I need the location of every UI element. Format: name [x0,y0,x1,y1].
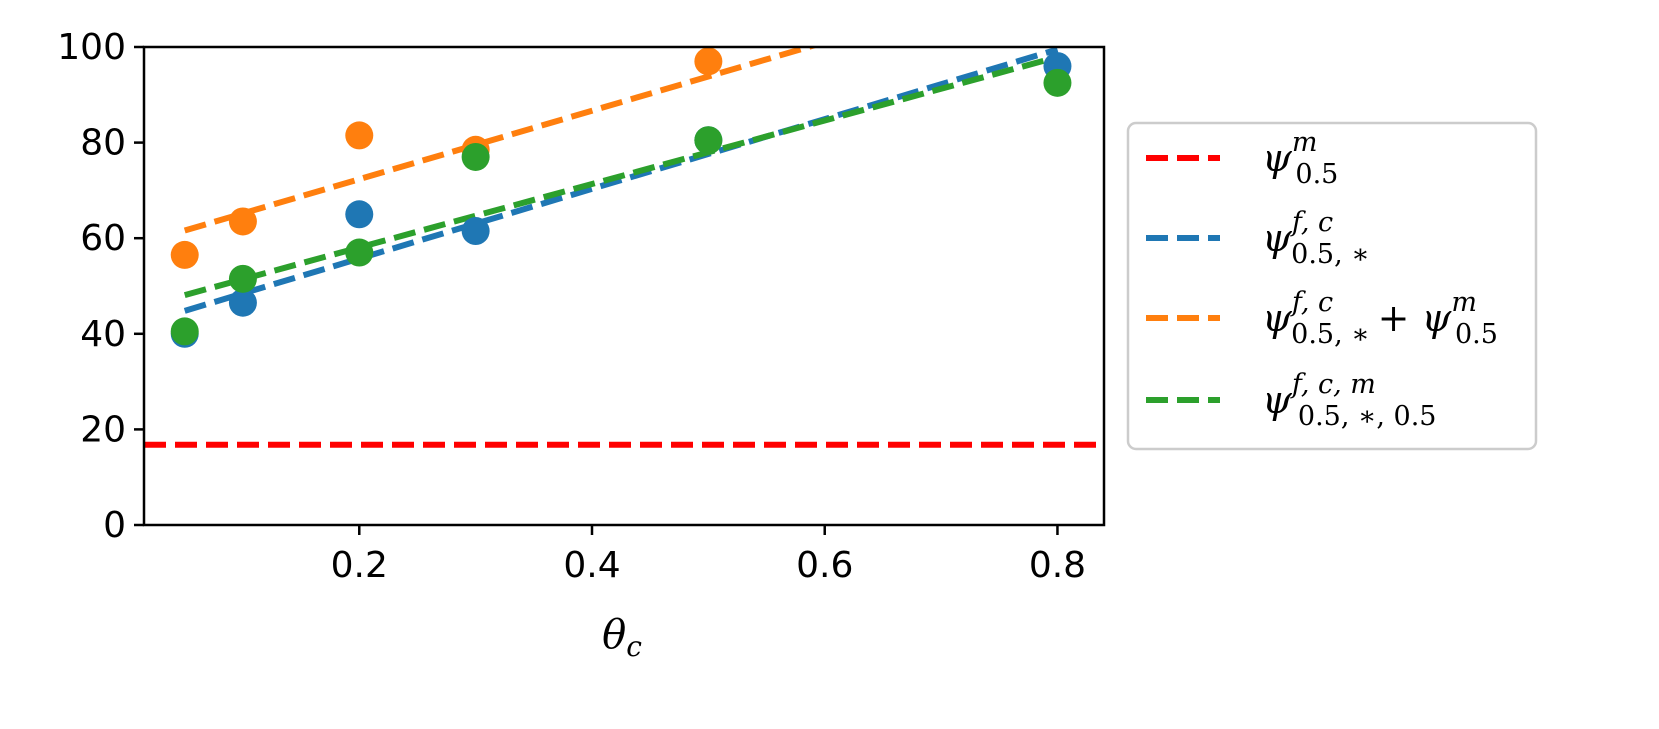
data-point-psi-fcm [1043,68,1072,97]
y-tick-label: 80 [80,123,126,164]
data-point-psi-fc [461,217,490,246]
data-point-psi-fc-plus-m [694,47,723,76]
legend: ψm 0.5 ψf, c 0.5, ∗ ψf, c 0.5, ∗ + ψm 0.5 ψf,… [1126,121,1538,451]
legend-label-psi-fc-plus-m: ψf, c 0.5, ∗ + ψm 0.5 [1262,287,1498,350]
x-axis-title: θc [602,612,642,663]
legend-frame [1126,121,1538,451]
data-point-psi-fcm [461,142,490,171]
fit-line-psi-fcm [183,54,1059,298]
x-tick-label: 0.8 [1029,545,1086,586]
x-tick-label: 0.6 [796,545,853,586]
axes: 0.2 0.4 0.6 0.8 0 20 40 60 80 100 [57,27,1086,586]
legend-label-psi-fc: ψf, c 0.5, ∗ [1262,207,1370,270]
y-tick-label: 100 [57,27,126,68]
data-point-psi-fcm [345,238,374,267]
data-point-psi-fcm [694,126,723,155]
plot-frame [142,45,1106,527]
legend-label-psi-fcm: ψf, c, m 0.5, ∗, 0.5 [1262,369,1436,432]
data-point-psi-fc [345,200,374,229]
plot-area [144,47,1104,448]
data-point-psi-fc [228,288,257,317]
data-point-psi-fc-plus-m [228,207,257,236]
x-tick-label: 0.4 [563,545,620,586]
y-tick-label: 0 [103,505,126,546]
legend-label-psi-m: ψm 0.5 [1262,127,1338,190]
fit-line-psi-fc-plus-m [183,47,820,234]
y-tick-label: 20 [80,409,126,450]
y-tick-label: 60 [80,218,126,259]
data-point-psi-fcm [228,264,257,293]
x-tick-label: 0.2 [331,545,388,586]
data-point-psi-fcm [170,317,199,346]
data-point-psi-fc-plus-m [345,121,374,150]
data-point-psi-fc-plus-m [170,240,199,269]
y-tick-label: 40 [80,314,126,355]
fit-line-psi-fc [183,47,1059,314]
